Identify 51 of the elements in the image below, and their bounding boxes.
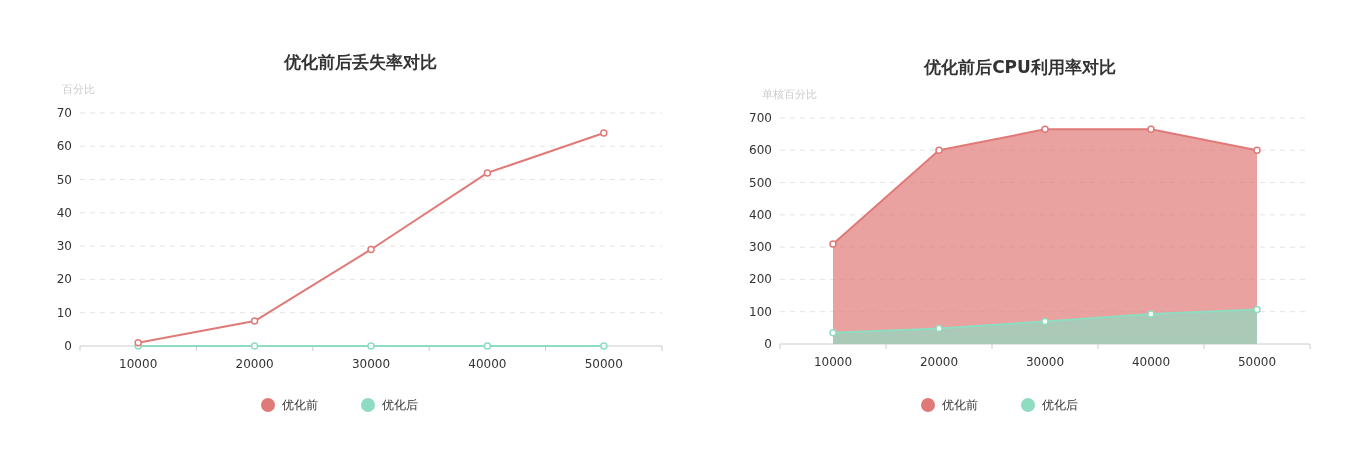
x-tick-label: 10000: [813, 355, 853, 369]
x-tick-label: 40000: [1131, 355, 1171, 369]
point: [1147, 310, 1155, 318]
y-tick-label: 100: [749, 304, 772, 319]
y-tick-label: 400: [749, 207, 772, 222]
y-tick-label: 0: [764, 337, 772, 351]
y-tick-label: 70: [56, 106, 72, 120]
x-tick-label: 30000: [351, 357, 391, 371]
y-tick-label: 0: [64, 339, 72, 353]
point: [250, 342, 259, 350]
x-tick-label: 20000: [919, 355, 959, 369]
y-tick-label: 500: [749, 175, 772, 190]
x-tick-label: 40000: [468, 357, 507, 371]
y-tick-label: 700: [749, 111, 772, 125]
legend-label: 优化前: [282, 398, 318, 412]
x-tick-label: 10000: [119, 357, 158, 371]
point: [134, 338, 142, 347]
y-tick-label: 40: [56, 205, 72, 220]
y-tick-label: 10: [56, 305, 72, 320]
point: [250, 317, 259, 325]
chart-title: 优化前后CPU利用率对比: [923, 57, 1116, 77]
point: [829, 328, 837, 337]
x-tick-label: 50000: [1237, 355, 1277, 369]
point: [1147, 125, 1155, 134]
y-tick-label: 20: [56, 272, 72, 287]
point: [600, 342, 608, 350]
y-tick-label: 50: [56, 172, 72, 187]
y-tick-label: 60: [56, 139, 72, 154]
y-tick-label: 200: [749, 272, 772, 287]
point: [935, 146, 943, 155]
legend-label: 优化前: [942, 398, 978, 412]
point: [600, 129, 608, 137]
x-tick-label: 50000: [584, 357, 623, 371]
x-tick-label: 30000: [1025, 355, 1065, 369]
legend-label: 优化后: [1042, 398, 1078, 412]
point: [1253, 305, 1261, 314]
point: [1041, 125, 1049, 134]
legend-label: 优化后: [382, 398, 418, 412]
point: [483, 169, 492, 177]
point: [367, 245, 375, 254]
point: [483, 342, 492, 350]
x-tick-label: 20000: [235, 357, 274, 371]
point: [935, 324, 943, 333]
point: [1253, 146, 1261, 155]
y-tick-label: 600: [749, 143, 772, 158]
y-tick-label: 300: [749, 240, 772, 255]
point: [1041, 317, 1049, 326]
point: [367, 342, 375, 350]
point: [829, 240, 837, 248]
y-tick-label: 30: [56, 239, 72, 254]
chart-title: 优化前后丢失率对比: [282, 52, 437, 72]
